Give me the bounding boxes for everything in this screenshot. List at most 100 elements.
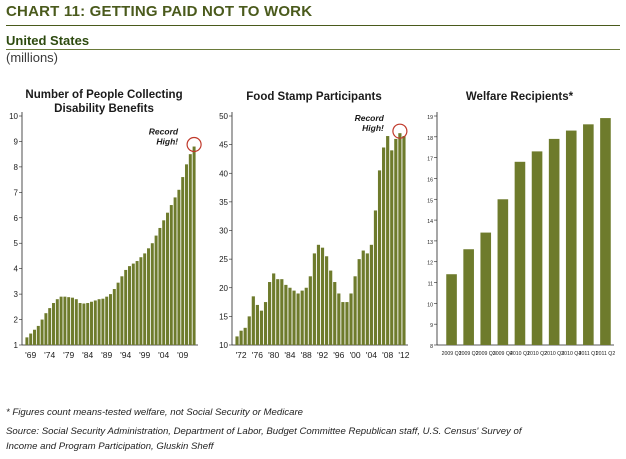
bar (55, 299, 59, 345)
bar (44, 313, 48, 345)
x-tick-label: '92 (317, 350, 328, 360)
bar (480, 232, 492, 345)
bar (124, 269, 128, 345)
bar (86, 303, 90, 345)
y-tick-label: 20 (219, 284, 228, 293)
bar (398, 133, 402, 345)
x-tick-label: '00 (350, 350, 361, 360)
bar (548, 138, 560, 345)
x-tick-label: '04 (366, 350, 377, 360)
bar (304, 287, 308, 345)
bar (235, 336, 239, 345)
bar (280, 279, 284, 345)
y-tick-label: 4 (14, 265, 19, 274)
bar (373, 210, 378, 345)
bar (243, 327, 247, 345)
x-tick-label: '76 (252, 350, 263, 360)
bar (67, 297, 71, 345)
charts-area: Number of People Collecting Disability Be… (9, 89, 615, 360)
bar (382, 147, 386, 345)
bar (349, 293, 353, 345)
y-tick-label: 30 (219, 227, 228, 236)
bar (268, 282, 272, 345)
footnote-source-line2: Income and Program Participation, Gluski… (6, 441, 214, 452)
bar (78, 303, 82, 345)
y-tick-label: 10 (427, 302, 433, 308)
x-tick-label: '84 (284, 350, 295, 360)
bar (377, 170, 382, 345)
bar (166, 212, 169, 345)
y-tick-label: 15 (427, 198, 433, 204)
y-tick-label: 15 (219, 312, 228, 321)
x-tick-label: '09 (177, 350, 188, 360)
bar (255, 304, 259, 345)
panel-title: Welfare Recipients* (466, 91, 574, 103)
bar (52, 303, 55, 345)
bar (353, 276, 357, 345)
y-tick-label: 18 (427, 136, 433, 142)
bar (158, 227, 162, 345)
bar (150, 243, 154, 345)
y-tick-label: 45 (219, 141, 228, 150)
bar (263, 302, 268, 345)
bar (135, 261, 139, 345)
y-tick-label: 7 (14, 188, 19, 197)
x-tick-label: 2009 Q4 (493, 351, 513, 357)
footnote-source-line1: Source: Social Security Administration, … (6, 426, 522, 437)
x-tick-label: '04 (158, 350, 169, 360)
x-tick-label: 2011 Q1 (579, 351, 599, 357)
x-tick-label: '08 (382, 350, 393, 360)
x-tick-label: '79 (63, 350, 74, 360)
x-tick-label: 2010 Q3 (544, 351, 564, 357)
x-tick-label: '96 (333, 350, 344, 360)
bar (188, 154, 192, 345)
y-tick-label: 10 (219, 341, 228, 350)
bar (300, 290, 304, 345)
bar (463, 249, 474, 345)
x-tick-label: 2009 Q3 (476, 351, 496, 357)
bar (402, 136, 406, 345)
bar (284, 284, 288, 345)
bar (128, 266, 131, 345)
bar (177, 189, 181, 345)
bar (71, 297, 74, 345)
bar (312, 253, 316, 345)
y-tick-label: 3 (14, 290, 19, 299)
x-tick-label: '88 (301, 350, 312, 360)
bar (565, 130, 577, 345)
title-rule (6, 25, 620, 26)
y-tick-label: 10 (9, 112, 18, 121)
y-tick-label: 2 (14, 316, 19, 325)
bar (361, 250, 365, 345)
y-tick-label: 8 (430, 344, 433, 350)
bar (181, 177, 185, 345)
bar (337, 293, 341, 345)
bar (97, 299, 101, 345)
y-tick-label: 19 (427, 115, 433, 121)
bar (116, 282, 120, 345)
bar (369, 244, 373, 345)
bar (276, 279, 280, 345)
region-rule (6, 49, 620, 50)
y-tick-label: 11 (428, 282, 433, 288)
chart-title: CHART 11: GETTING PAID NOT TO WORK (6, 3, 313, 20)
bar (320, 247, 325, 345)
x-tick-label: '72 (236, 350, 247, 360)
region-label: United States (6, 33, 90, 48)
y-tick-label: 16 (427, 177, 433, 183)
y-tick-label: 6 (14, 214, 19, 223)
bar (365, 253, 369, 345)
bar (531, 151, 543, 345)
panel-title: Number of People Collecting (25, 89, 182, 101)
y-tick-label: 9 (14, 137, 19, 146)
x-tick-label: '69 (25, 350, 36, 360)
x-tick-label: 2009 Q1 (442, 351, 462, 357)
panel-title: Disability Benefits (54, 103, 154, 115)
x-tick-label: 2010 Q1 (510, 351, 530, 357)
y-tick-label: 50 (219, 112, 228, 121)
bar (162, 220, 166, 345)
bar (308, 276, 312, 345)
y-tick-label: 13 (427, 240, 433, 246)
x-tick-label: 2010 Q2 (527, 351, 547, 357)
bar (120, 276, 124, 345)
